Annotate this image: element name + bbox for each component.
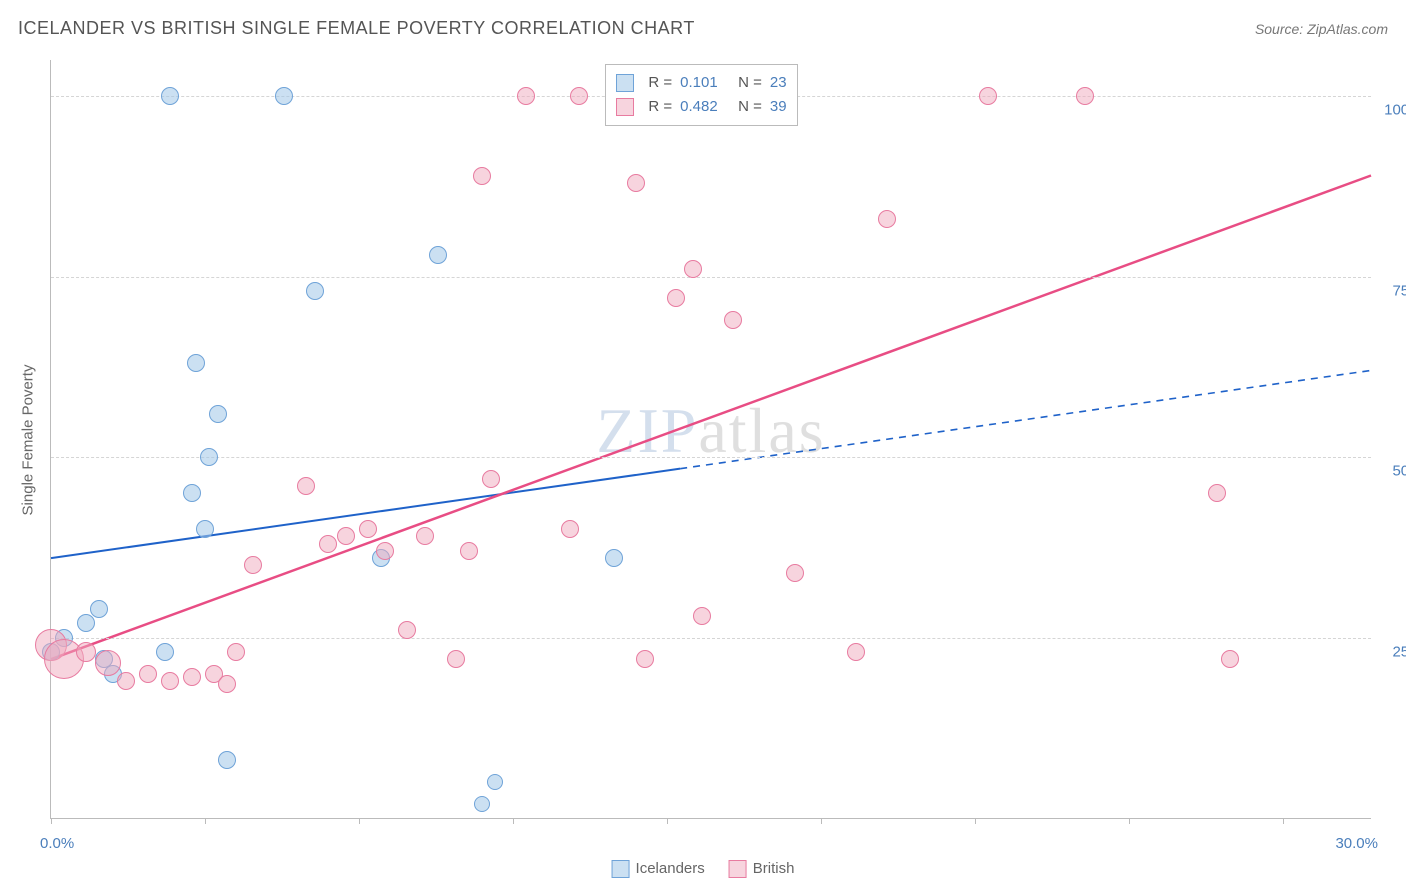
data-point-british (847, 643, 865, 661)
grid-line (51, 277, 1371, 278)
y-tick-label: 75.0% (1375, 282, 1406, 299)
y-tick-label: 25.0% (1375, 643, 1406, 660)
data-point-british (227, 643, 245, 661)
data-point-british (724, 311, 742, 329)
data-point-british (570, 87, 588, 105)
scatter-plot-area: ZIPatlas 25.0%50.0%75.0%100.0%R = 0.101 … (50, 60, 1371, 819)
correlation-stats-box: R = 0.101 N = 23R = 0.482 N = 39 (605, 64, 797, 126)
data-point-british (218, 675, 236, 693)
data-point-icelanders (218, 751, 236, 769)
data-point-icelanders (275, 87, 293, 105)
data-point-british (1221, 650, 1239, 668)
data-point-british (1076, 87, 1094, 105)
data-point-british (1208, 484, 1226, 502)
data-point-british (561, 520, 579, 538)
grid-line (51, 638, 1371, 639)
y-tick-label: 100.0% (1375, 102, 1406, 119)
legend-swatch-icon (612, 860, 630, 878)
legend-bottom: Icelanders British (612, 860, 795, 878)
data-point-icelanders (474, 796, 490, 812)
stats-row-british: R = 0.482 N = 39 (616, 95, 786, 119)
x-axis-max-label: 30.0% (1335, 835, 1378, 852)
data-point-icelanders (487, 774, 503, 790)
data-point-icelanders (605, 549, 623, 567)
data-point-british (416, 527, 434, 545)
chart-header: ICELANDER VS BRITISH SINGLE FEMALE POVER… (18, 18, 1388, 39)
trend-line-dashed-icelanders (680, 370, 1371, 468)
x-tick (975, 818, 976, 824)
data-point-british (786, 564, 804, 582)
x-axis-min-label: 0.0% (40, 835, 74, 852)
data-point-british (878, 210, 896, 228)
data-point-british (636, 650, 654, 668)
data-point-icelanders (306, 282, 324, 300)
stats-row-icelanders: R = 0.101 N = 23 (616, 71, 786, 95)
x-tick (667, 818, 668, 824)
legend-swatch-icon (616, 98, 634, 116)
data-point-british (244, 556, 262, 574)
chart-source: Source: ZipAtlas.com (1255, 21, 1388, 37)
chart-title: ICELANDER VS BRITISH SINGLE FEMALE POVER… (18, 18, 695, 39)
data-point-british (359, 520, 377, 538)
x-tick (1283, 818, 1284, 824)
data-point-british (447, 650, 465, 668)
legend-item-british: British (729, 860, 795, 878)
data-point-british (95, 650, 121, 676)
y-tick-label: 50.0% (1375, 463, 1406, 480)
trend-line-british (51, 176, 1371, 660)
data-point-british (460, 542, 478, 560)
grid-line (51, 457, 1371, 458)
data-point-icelanders (161, 87, 179, 105)
data-point-british (117, 672, 135, 690)
data-point-british (376, 542, 394, 560)
data-point-icelanders (77, 614, 95, 632)
x-tick (821, 818, 822, 824)
data-point-british (473, 167, 491, 185)
data-point-british (693, 607, 711, 625)
trend-lines (51, 60, 1371, 818)
data-point-icelanders (209, 405, 227, 423)
x-tick (359, 818, 360, 824)
data-point-icelanders (183, 484, 201, 502)
legend-item-icelanders: Icelanders (612, 860, 705, 878)
data-point-british (482, 470, 500, 488)
y-axis-label: Single Female Poverty (20, 365, 37, 516)
data-point-british (139, 665, 157, 683)
data-point-icelanders (196, 520, 214, 538)
x-tick (205, 818, 206, 824)
data-point-british (183, 668, 201, 686)
data-point-british (297, 477, 315, 495)
legend-swatch-icon (729, 860, 747, 878)
data-point-british (337, 527, 355, 545)
data-point-british (398, 621, 416, 639)
data-point-british (517, 87, 535, 105)
data-point-british (161, 672, 179, 690)
data-point-icelanders (200, 448, 218, 466)
data-point-icelanders (90, 600, 108, 618)
x-tick (513, 818, 514, 824)
data-point-british (627, 174, 645, 192)
x-tick (51, 818, 52, 824)
data-point-british (319, 535, 337, 553)
data-point-british (684, 260, 702, 278)
data-point-icelanders (429, 246, 447, 264)
x-tick (1129, 818, 1130, 824)
data-point-icelanders (156, 643, 174, 661)
data-point-british (667, 289, 685, 307)
data-point-icelanders (187, 354, 205, 372)
data-point-british (76, 642, 96, 662)
data-point-british (979, 87, 997, 105)
legend-swatch-icon (616, 74, 634, 92)
